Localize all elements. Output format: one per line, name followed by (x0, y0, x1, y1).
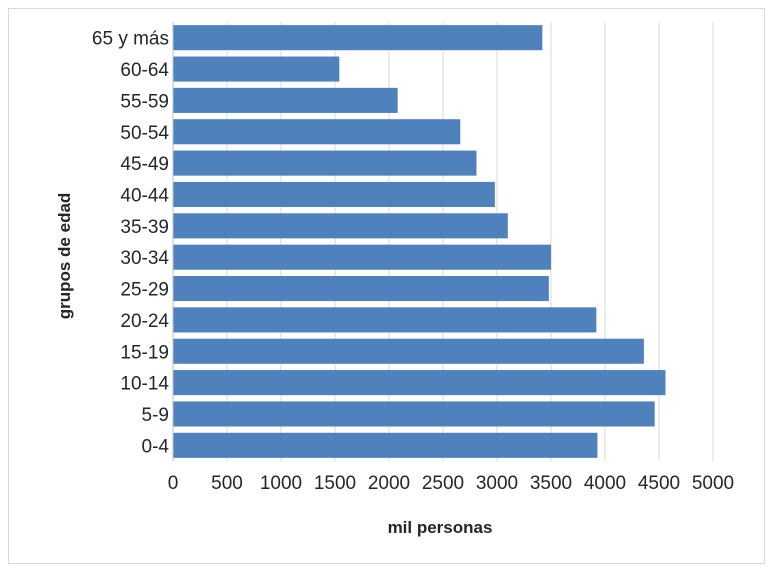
bar (173, 119, 461, 145)
x-tick-label: 1500 (314, 473, 356, 494)
x-tick-label: 2500 (422, 473, 464, 494)
y-tick-label: 10-14 (120, 374, 169, 395)
x-tick-label: 500 (211, 473, 243, 494)
y-tick-label: 65 y más (92, 29, 169, 50)
x-tick-label: 2000 (368, 473, 410, 494)
x-tick-label: 4000 (584, 473, 626, 494)
y-tick-label: 25-29 (120, 280, 169, 301)
x-axis-title: mil personas (388, 518, 493, 537)
x-tick-labels: 0 500 1000 1500 2000 2500 3000 3500 4000 4500 5000 (168, 473, 734, 494)
bar (173, 338, 644, 364)
y-tick-label: 0-4 (142, 436, 170, 457)
bar (173, 56, 340, 82)
y-tick-label: 60-64 (120, 60, 169, 81)
y-tick-label: 50-54 (120, 123, 169, 144)
bar (173, 370, 666, 396)
bar (173, 401, 655, 427)
y-tick-label: 15-19 (120, 342, 169, 363)
x-tick-label: 0 (168, 473, 179, 494)
x-tick-label: 3500 (530, 473, 572, 494)
y-tick-label: 30-34 (120, 248, 169, 269)
y-tick-label: 55-59 (120, 91, 169, 112)
x-tick-label: 3000 (476, 473, 518, 494)
bar (173, 25, 543, 51)
x-tick-label: 4500 (638, 473, 680, 494)
y-tick-labels: 65 y más 60-64 55-59 50-54 45-49 40-44 35-39 30… (92, 29, 170, 458)
y-tick-label: 45-49 (120, 154, 169, 175)
bars (173, 25, 666, 458)
bar (173, 244, 551, 270)
bar (173, 150, 477, 176)
y-tick-label: 35-39 (120, 217, 169, 238)
bar (173, 307, 597, 333)
y-tick-label: 5-9 (142, 405, 169, 426)
bar (173, 432, 598, 458)
y-tick-label: 20-24 (120, 311, 169, 332)
bar (173, 87, 398, 113)
x-tick-label: 5000 (692, 473, 734, 494)
x-tick-label: 1000 (260, 473, 302, 494)
bar (173, 275, 549, 302)
bar (173, 181, 495, 208)
y-axis-title: grupos de edad (55, 193, 74, 320)
y-tick-label: 40-44 (120, 185, 169, 206)
bar (173, 213, 508, 239)
